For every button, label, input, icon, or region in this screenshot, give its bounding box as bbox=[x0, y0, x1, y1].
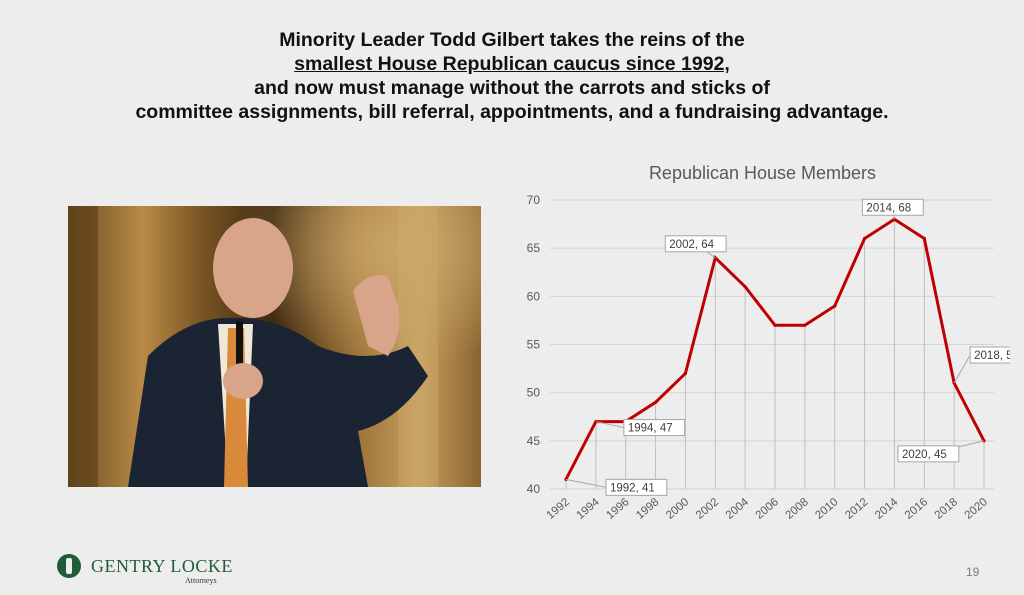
callout-box bbox=[969, 346, 1010, 364]
data-point bbox=[773, 323, 777, 327]
y-tick-label: 55 bbox=[527, 338, 541, 352]
x-tick-label: 2010 bbox=[813, 496, 840, 522]
callout-leader bbox=[953, 354, 971, 384]
callout-leader bbox=[595, 421, 624, 429]
x-tick-label: 2006 bbox=[754, 496, 781, 522]
data-point bbox=[743, 285, 747, 289]
x-tick-label: 2020 bbox=[963, 496, 990, 522]
data-label: 2020, 45 bbox=[902, 449, 947, 461]
callout-box bbox=[623, 419, 686, 437]
data-point bbox=[653, 400, 658, 404]
x-tick-label: 1994 bbox=[574, 496, 602, 522]
gentry-locke-logo: GENTRY LOCKE Attorneys bbox=[57, 552, 257, 586]
data-point bbox=[922, 236, 926, 241]
headline-line-4: committee assignments, bill referral, ap… bbox=[135, 101, 889, 123]
x-tick-label: 2012 bbox=[843, 496, 870, 522]
data-point bbox=[803, 323, 807, 327]
x-tick-label: 2002 bbox=[694, 496, 721, 522]
chart-title: Republican House Members bbox=[648, 163, 877, 183]
x-tick-label: 2014 bbox=[873, 496, 901, 522]
callout-box bbox=[861, 198, 924, 216]
x-tick-label: 2018 bbox=[933, 496, 960, 522]
y-tick-label: 40 bbox=[527, 482, 541, 496]
callout-box bbox=[664, 235, 727, 253]
data-point bbox=[683, 371, 688, 375]
y-tick-label: 70 bbox=[527, 193, 541, 207]
x-tick-label: 2008 bbox=[783, 496, 810, 522]
callout-box bbox=[605, 478, 668, 496]
y-tick-label: 45 bbox=[527, 434, 541, 448]
y-tick-label: 50 bbox=[527, 386, 541, 400]
data-label: 1992, 41 bbox=[610, 482, 655, 494]
data-label: 2002, 64 bbox=[669, 239, 714, 251]
headline: Minority Leader Todd Gilbert takes the r… bbox=[0, 28, 1024, 124]
callout-leader bbox=[565, 478, 607, 488]
headline-line-2: smallest House Republican caucus since 1… bbox=[294, 53, 730, 75]
data-point bbox=[833, 304, 837, 308]
logo-mark-icon bbox=[57, 554, 81, 578]
logo-name: GENTRY LOCKE bbox=[91, 556, 233, 576]
page-number: 19 bbox=[966, 565, 980, 579]
x-tick-label: 1992 bbox=[545, 496, 572, 522]
x-tick-label: 2016 bbox=[903, 496, 930, 522]
y-tick-label: 65 bbox=[527, 241, 541, 255]
data-point bbox=[862, 236, 867, 241]
headline-line-3: and now must manage without the carrots … bbox=[254, 77, 770, 99]
x-tick-label: 1996 bbox=[604, 496, 631, 522]
x-tick-label: 2000 bbox=[664, 496, 691, 522]
speaker-photo bbox=[68, 206, 481, 487]
logo-subtitle: Attorneys bbox=[185, 576, 217, 585]
headline-line-1: Minority Leader Todd Gilbert takes the r… bbox=[279, 29, 745, 51]
data-label: 1994, 47 bbox=[628, 423, 673, 435]
data-label: 2018, 51 bbox=[974, 350, 1010, 362]
x-tick-label: 2004 bbox=[724, 496, 752, 522]
x-tick-label: 1998 bbox=[634, 496, 661, 522]
callout-box bbox=[897, 445, 960, 463]
data-label: 2014, 68 bbox=[866, 202, 911, 214]
y-tick-label: 60 bbox=[527, 289, 541, 303]
